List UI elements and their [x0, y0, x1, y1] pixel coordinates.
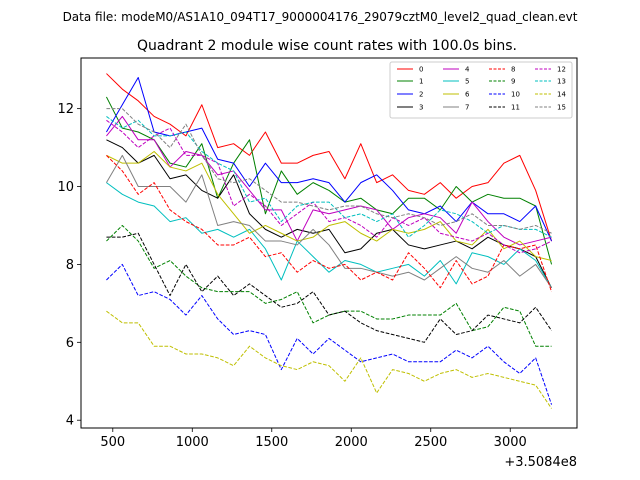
legend-frame: [389, 61, 573, 119]
series-line-12: [106, 119, 552, 254]
legend-label-3: 3: [419, 104, 423, 112]
legend-label-8: 8: [511, 66, 515, 74]
x-tick-label: 500: [100, 435, 125, 450]
figure-suptitle: Data file: modeM0/AS1A10_094T17_90000041…: [63, 10, 578, 24]
legend-label-2: 2: [419, 91, 423, 99]
series-line-9: [106, 224, 552, 347]
x-offset-label: +3.5084e8: [504, 455, 577, 470]
legend-label-9: 9: [511, 78, 515, 86]
series-line-3: [106, 139, 553, 289]
series-line-5: [106, 182, 552, 289]
series-line-4: [106, 115, 552, 246]
x-tick-label: 2000: [335, 435, 368, 450]
x-tick-label: 3000: [494, 435, 527, 450]
legend-label-1: 1: [419, 78, 423, 86]
y-tick-label: 12: [57, 102, 74, 117]
x-tick-label: 1500: [255, 435, 288, 450]
legend-label-13: 13: [557, 78, 566, 86]
y-tick-label: 8: [66, 258, 74, 273]
axes-layer: [80, 57, 578, 429]
y-tick-label: 6: [66, 336, 74, 351]
series-layer: [105, 73, 553, 409]
series-line-13: [106, 116, 552, 238]
series-line-7: [106, 154, 552, 289]
series-line-1: [105, 96, 553, 265]
legend-label-0: 0: [419, 66, 423, 74]
legend-label-15: 15: [557, 104, 566, 112]
legend-label-12: 12: [557, 66, 566, 74]
x-tick-label: 2500: [414, 435, 447, 450]
y-axis-ticks: 4 6 8 10 12: [57, 102, 81, 429]
y-tick-label: 10: [57, 180, 74, 195]
legend-label-6: 6: [465, 91, 470, 99]
legend-label-14: 14: [557, 91, 566, 99]
legend-label-5: 5: [465, 78, 469, 86]
y-tick-label: 4: [66, 414, 74, 429]
series-line-11: [106, 232, 552, 343]
series-line-15: [106, 108, 552, 234]
legend-label-4: 4: [465, 66, 470, 74]
series-line-6: [106, 150, 552, 262]
series-line-8: [106, 155, 553, 292]
legend-label-10: 10: [511, 91, 520, 99]
series-line-10: [106, 263, 553, 405]
x-tick-label: 1000: [176, 435, 209, 450]
x-axis-ticks: 500 1000 1500 2000 2500 3000: [100, 428, 527, 450]
chart-title: Quadrant 2 module wise count rates with …: [137, 38, 517, 54]
legend-label-11: 11: [511, 104, 520, 112]
legend-label-7: 7: [465, 104, 469, 112]
series-line-14: [106, 310, 552, 409]
axes-frame: [80, 57, 578, 429]
